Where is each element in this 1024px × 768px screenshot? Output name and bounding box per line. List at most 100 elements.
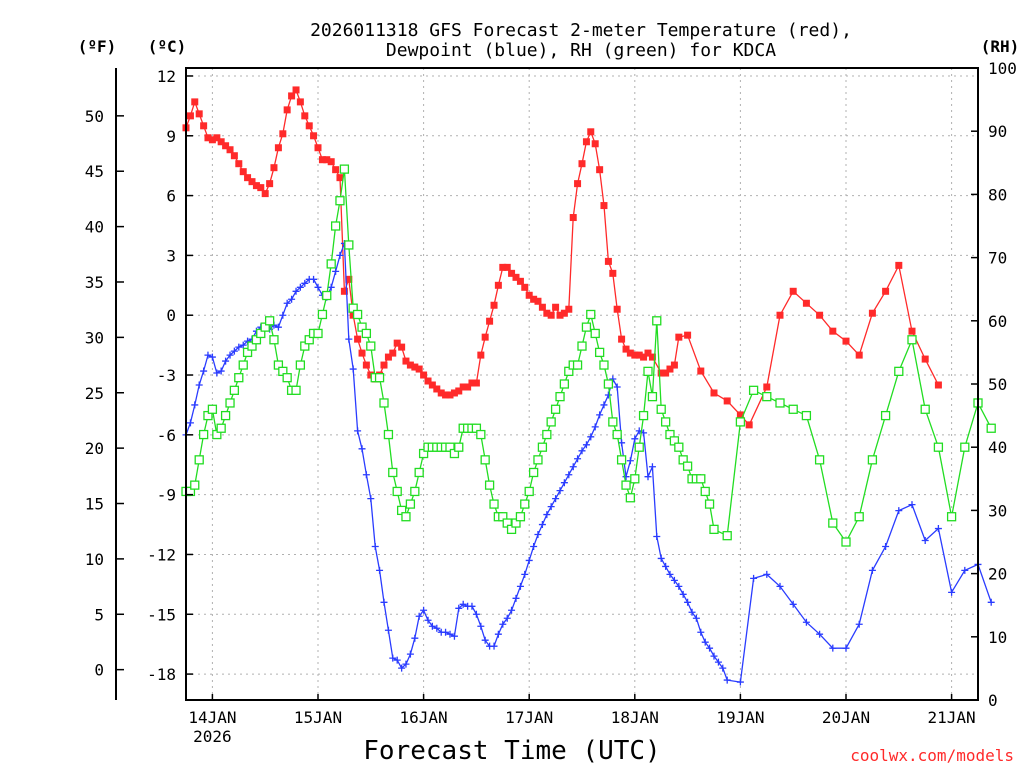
rh-point [735,417,746,427]
dewpoint-point [547,503,555,511]
dewpoint-point [560,479,568,487]
temperature-point [921,355,929,363]
dewpoint-point [613,383,621,391]
rh-point [946,512,957,522]
dewpoint-point [345,335,353,343]
dewpoint-point [195,381,203,389]
temperature-point [270,164,278,172]
temperature-point [675,333,683,341]
rh-point [542,429,552,440]
day-tick-label: 21JAN [928,708,976,727]
temperature-point [226,146,234,154]
dewpoint-point [802,618,810,626]
dewpoint-point [186,419,194,427]
rh-point [700,486,710,497]
rh-point [410,486,420,497]
dewpoint-point [217,367,225,375]
temperature-point [565,305,573,313]
temperature-point [336,174,344,182]
temperature-point [802,299,810,307]
dewpoint-point [424,616,432,624]
dewpoint-point [389,654,397,662]
rh-point [352,309,363,320]
rh-point [920,404,930,414]
rh-point [854,512,864,522]
dewpoint-point [582,441,590,449]
dewpoint-point [631,435,639,443]
dewpoint-point [587,433,595,441]
temperature-point [895,261,903,269]
dewpoint-point [948,588,956,596]
dewpoint-point [226,351,234,359]
rh-point [674,442,684,452]
dewpoint-point [230,347,238,355]
dewpoint-point [552,495,560,503]
temperature-point [472,379,480,387]
dewpoint-point [433,624,441,632]
rh-point [295,360,306,370]
rh-point [528,467,539,478]
dewpoint-point [283,299,291,307]
dewpoint-point [428,622,436,630]
rh-point [291,385,301,395]
celsius-tick-label: 3 [166,246,176,265]
dewpoint-point [569,463,577,471]
rh-tick-label: 10 [988,628,1007,647]
rh-point [220,410,231,421]
dewpoint-point [362,471,370,479]
celsius-tick-label: 6 [166,187,176,206]
dewpoint-point [310,275,318,283]
celsius-tick-label: -6 [157,426,176,445]
rh-point [986,423,996,433]
rh-point [894,366,904,377]
temperature-point [222,142,230,150]
rh-point [414,467,424,478]
temperature-point [455,387,463,395]
rh-point [577,341,587,351]
temperature-point [609,269,617,277]
dewpoint-point [499,620,507,628]
dewpoint-point [688,608,696,616]
rh-point [476,429,486,440]
dewpoint-point [679,590,687,598]
rh-tick-label: 30 [988,501,1007,520]
celsius-unit-label: (ºC) [148,37,187,56]
dewpoint-point [670,576,678,584]
dewpoint-point [868,566,876,574]
fahrenheit-tick-label: 5 [94,605,104,624]
temperature-point [261,190,269,198]
rh-tick-label: 60 [988,312,1007,331]
dewpoint-point [503,614,511,622]
temperature-point [587,128,595,136]
temperature-point [200,122,208,130]
dewpoint-point [508,606,516,614]
temperature-point [235,160,243,168]
temperature-point [631,351,639,359]
rh-point [656,404,666,414]
year-tick-label: 2026 [193,727,232,746]
dewpoint-point [750,574,758,582]
temperature-point [525,291,533,299]
rh-point [537,442,548,452]
dewpoint-point [420,606,428,614]
series-rh [181,164,996,547]
rh-point [361,328,372,339]
temperature-point [393,339,401,347]
dewpoint-point [736,678,744,686]
rh-point [775,398,785,408]
dewpoint-point [604,391,612,399]
series-dewpoint [182,239,995,686]
temperature-point [442,391,450,399]
dewpoint-point [354,427,362,435]
temperature-point [446,391,454,399]
temperature-point [543,309,551,317]
dewpoint-point [710,652,718,660]
dewpoint-point [776,582,784,590]
fahrenheit-tick-label: 10 [85,550,104,569]
rh-tick-label: 50 [988,375,1007,394]
temperature-point [477,351,485,359]
temperature-point [816,311,824,319]
rh-point [454,442,464,452]
rh-point [599,360,609,370]
temperature-point [481,333,489,341]
